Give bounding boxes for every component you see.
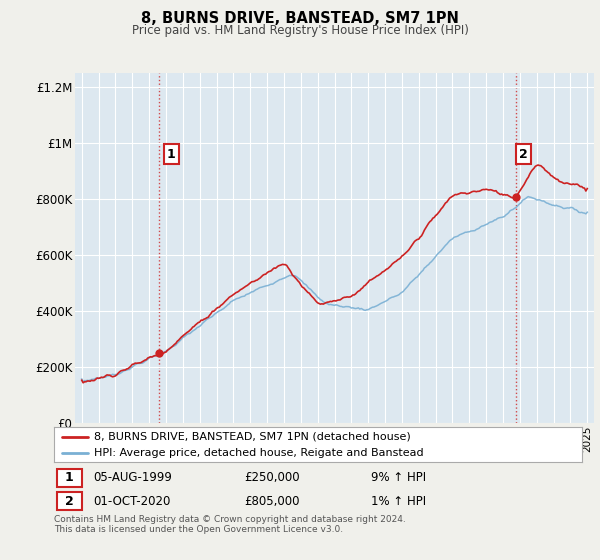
Text: 8, BURNS DRIVE, BANSTEAD, SM7 1PN: 8, BURNS DRIVE, BANSTEAD, SM7 1PN [141,11,459,26]
Text: 2: 2 [65,494,74,508]
Text: HPI: Average price, detached house, Reigate and Banstead: HPI: Average price, detached house, Reig… [94,447,423,458]
FancyBboxPatch shape [56,469,82,487]
Text: 05-AUG-1999: 05-AUG-1999 [94,471,172,484]
Text: Price paid vs. HM Land Registry's House Price Index (HPI): Price paid vs. HM Land Registry's House … [131,24,469,36]
Text: 1% ↑ HPI: 1% ↑ HPI [371,494,426,508]
Text: Contains HM Land Registry data © Crown copyright and database right 2024.
This d: Contains HM Land Registry data © Crown c… [54,515,406,534]
Text: 9% ↑ HPI: 9% ↑ HPI [371,471,426,484]
Text: 01-OCT-2020: 01-OCT-2020 [94,494,171,508]
Text: 1: 1 [65,471,74,484]
Text: 8, BURNS DRIVE, BANSTEAD, SM7 1PN (detached house): 8, BURNS DRIVE, BANSTEAD, SM7 1PN (detac… [94,432,410,442]
FancyBboxPatch shape [56,492,82,510]
Text: £250,000: £250,000 [244,471,300,484]
Text: 2: 2 [519,147,527,161]
Text: £805,000: £805,000 [244,494,299,508]
Text: 1: 1 [167,147,175,161]
